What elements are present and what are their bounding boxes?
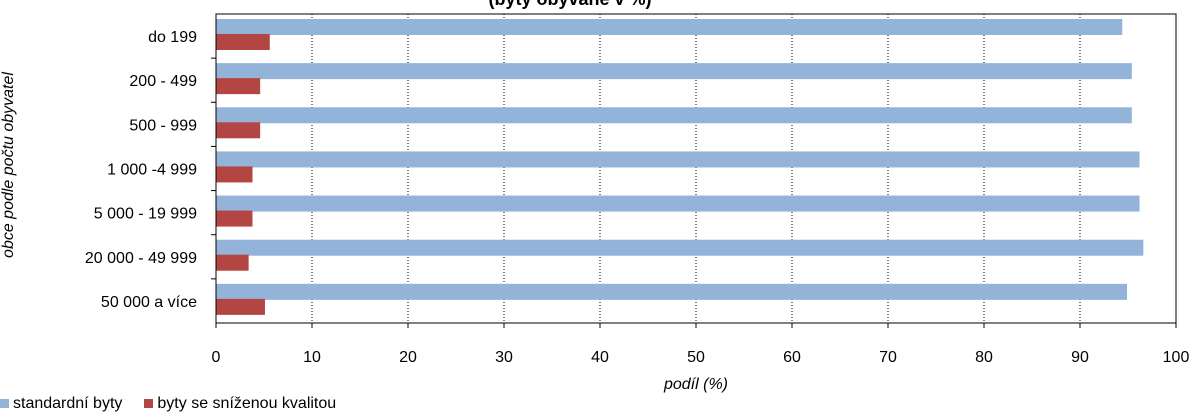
bar-reduced-quality-3 [216,166,253,183]
x-tick-label-60: 60 [783,349,801,366]
y-category-label: 1 000 -4 999 [107,162,197,179]
x-tick-label-30: 30 [495,349,513,366]
x-tick-label-70: 70 [879,349,897,366]
x-tick-label-100: 100 [1163,349,1190,366]
chart-title: (byty obývané v %) [488,0,651,9]
y-axis-ticks: do 199 200 - 499 500 - 999 1 000 -4 999 5 00… [85,29,216,311]
y-category-label: 5 000 - 19 999 [94,206,197,223]
y-axis-title: obce podle počtu obyvatel [0,72,17,258]
x-axis-title: podíl (%) [663,376,728,393]
bar-reduced-quality-4 [216,210,253,227]
bar-standard-4 [216,195,1140,212]
y-category-label: do 199 [148,29,197,46]
legend-item-standard: standardní byty [0,395,122,413]
bar-standard-6 [216,283,1128,300]
y-category-label: 500 - 999 [129,117,197,134]
bar-standard-0 [216,19,1123,35]
bar-reduced-quality-6 [216,298,265,315]
bar-reduced-quality-2 [216,122,261,139]
x-tick-label-40: 40 [591,349,609,366]
bar-standard-3 [216,151,1140,168]
bars [216,19,1144,315]
y-category-label: 50 000 a více [101,294,197,311]
legend-swatch-standard [0,399,9,408]
bar-reduced-quality-5 [216,254,249,271]
legend: standardní byty byty se sníženou kvalito… [0,393,358,414]
x-tick-label-10: 10 [303,349,321,366]
legend-item-reduced-quality: byty se sníženou kvalitou [144,395,336,413]
y-category-label: 200 - 499 [129,73,197,90]
bar-standard-2 [216,107,1132,124]
gridlines [311,14,1081,323]
bar-reduced-quality-0 [216,34,270,50]
plot-frame [215,13,1177,324]
bar-reduced-quality-1 [216,78,261,95]
x-tick-label-90: 90 [1071,349,1089,366]
x-tick-label-0: 0 [212,349,221,366]
x-tick-label-50: 50 [687,349,705,366]
legend-swatch-reduced-quality [144,399,154,408]
x-tick-label-80: 80 [975,349,993,366]
x-axis-ticks: 0 10 20 30 40 50 60 70 80 90 100 [212,323,1190,366]
legend-label-standard: standardní byty [13,394,123,412]
y-category-label: 20 000 - 49 999 [85,250,197,267]
bar-standard-1 [216,63,1132,80]
legend-label-reduced-quality: byty se sníženou kvalitou [157,394,337,412]
x-tick-label-20: 20 [399,349,417,366]
bar-standard-5 [216,239,1144,256]
